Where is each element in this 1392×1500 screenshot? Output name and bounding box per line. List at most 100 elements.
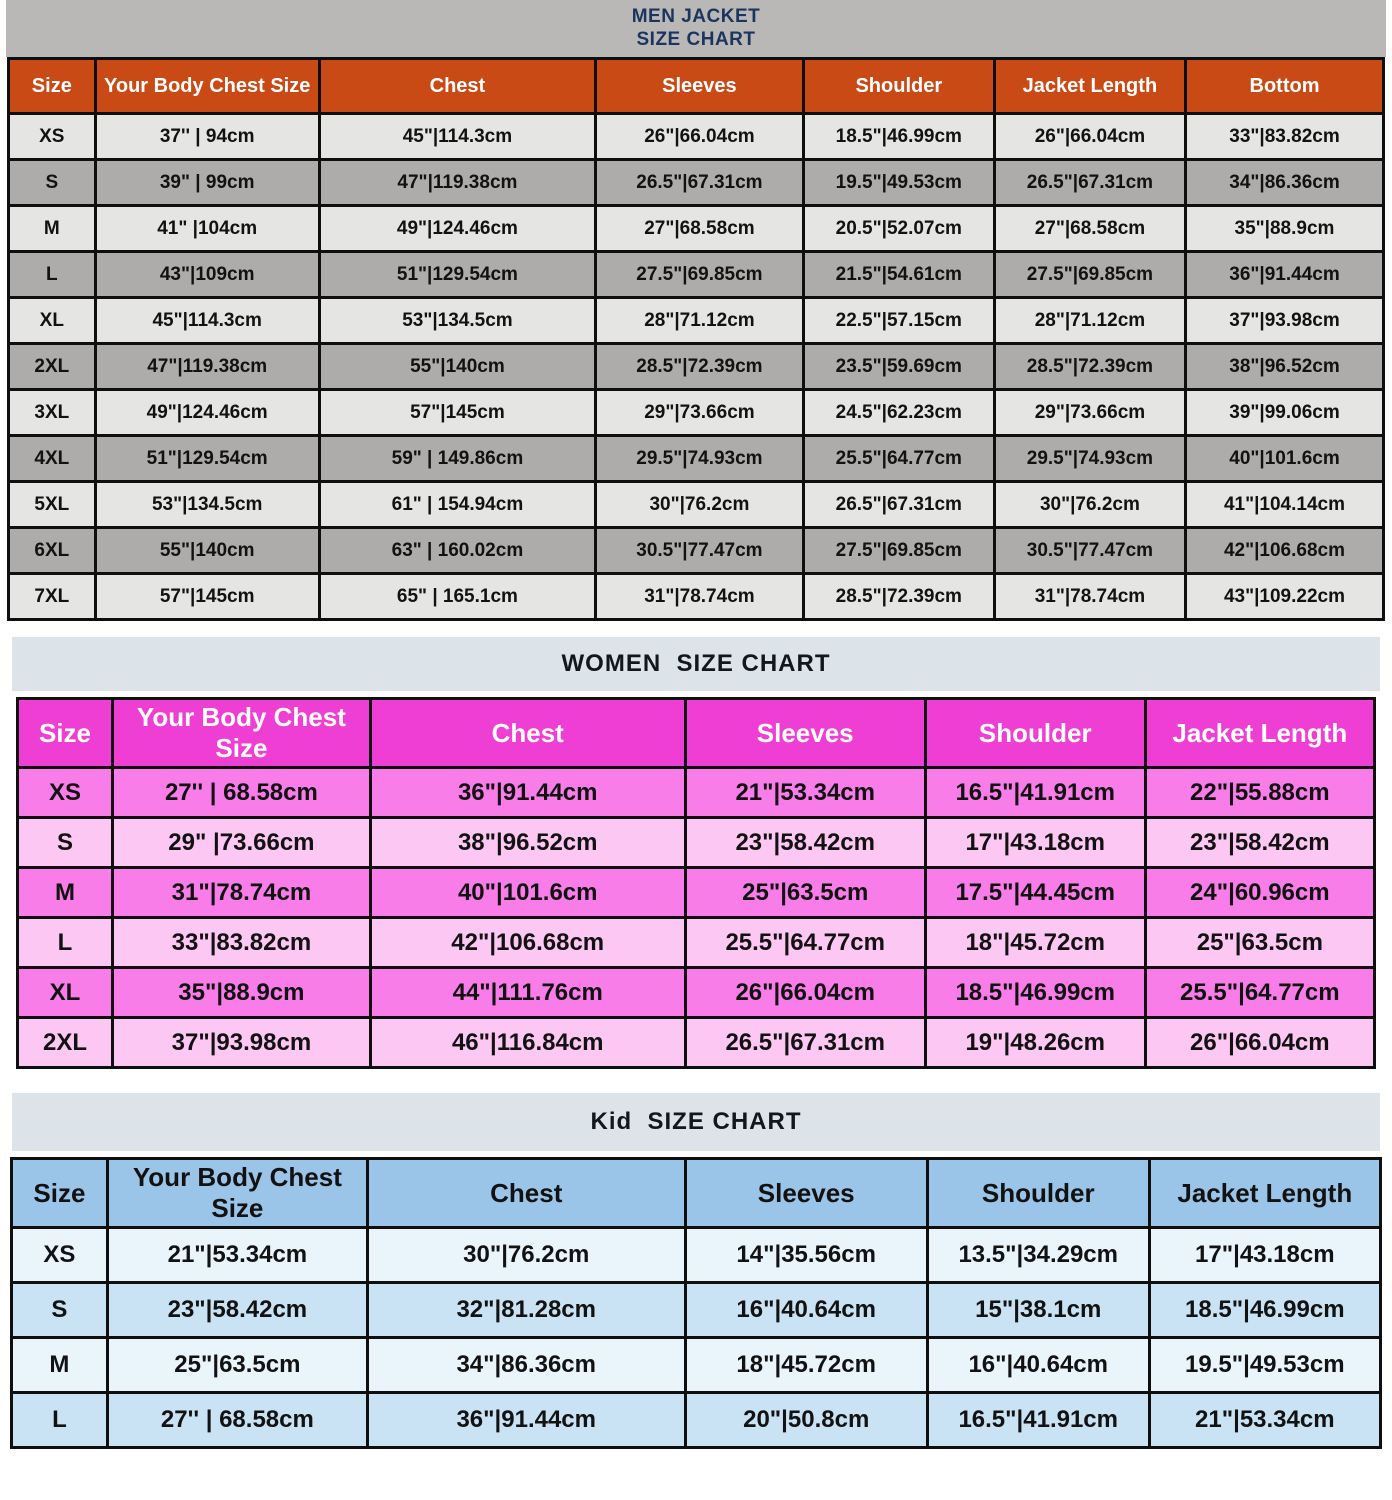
kid-chart-title-text: Kid SIZE CHART <box>590 1107 802 1135</box>
measurement-cell: 34"|86.36cm <box>365 1336 687 1394</box>
measurement-cell: 59" | 149.86cm <box>317 434 598 483</box>
measurement-cell: 19.5"|49.53cm <box>1147 1336 1383 1394</box>
size-label: L <box>7 250 97 299</box>
measurement-cell: 27.5"|69.85cm <box>594 250 805 299</box>
measurement-cell: 57"|145cm <box>93 572 321 621</box>
men-chart-title-line2: SIZE CHART <box>636 28 756 50</box>
measurement-cell: 41"|104.14cm <box>1183 480 1386 529</box>
measurement-cell: 30"|76.2cm <box>992 480 1187 529</box>
measurement-cell: 32"|81.28cm <box>365 1281 687 1339</box>
measurement-cell: 17"|43.18cm <box>923 816 1147 869</box>
table-row: XL 35"|88.9cm 44"|111.76cm 26"|66.04cm 18.5"… <box>16 966 1377 1019</box>
column-header: Jacket Length <box>1143 697 1377 769</box>
header-row: Size Your Body Chest Size Chest Sleeves Shou… <box>7 57 1386 115</box>
measurement-cell: 15"|38.1cm <box>925 1281 1151 1339</box>
table-row: 5XL 53"|134.5cm 61" | 154.94cm 30"|76.2cm 26… <box>7 480 1386 529</box>
measurement-cell: 45"|114.3cm <box>93 296 321 345</box>
measurement-cell: 26"|66.04cm <box>683 966 927 1019</box>
measurement-cell: 35"|88.9cm <box>110 966 372 1019</box>
measurement-cell: 25"|63.5cm <box>105 1336 369 1394</box>
measurement-cell: 26"|66.04cm <box>1143 1016 1377 1069</box>
measurement-cell: 19"|48.26cm <box>923 1016 1147 1069</box>
size-label: 2XL <box>16 1016 114 1069</box>
measurement-cell: 55"|140cm <box>317 342 598 391</box>
measurement-cell: 27"|68.58cm <box>992 204 1187 253</box>
table-row: M 25"|63.5cm 34"|86.36cm 18"|45.72cm 16"|40.… <box>10 1336 1383 1394</box>
measurement-cell: 43"|109cm <box>93 250 321 299</box>
table-row: L 43"|109cm 51"|129.54cm 27.5"|69.85cm 21.5"… <box>7 250 1386 299</box>
measurement-cell: 65" | 165.1cm <box>317 572 598 621</box>
column-header: Size <box>7 57 97 115</box>
table-row: L 33"|83.82cm 42"|106.68cm 25.5"|64.77cm 18"… <box>16 916 1377 969</box>
measurement-cell: 31"|78.74cm <box>594 572 805 621</box>
measurement-cell: 23.5"|59.69cm <box>801 342 996 391</box>
measurement-cell: 26"|66.04cm <box>992 112 1187 161</box>
measurement-cell: 16.5"|41.91cm <box>925 1391 1151 1449</box>
size-label: 6XL <box>7 526 97 575</box>
measurement-cell: 29.5"|74.93cm <box>992 434 1187 483</box>
measurement-cell: 31"|78.74cm <box>110 866 372 919</box>
measurement-cell: 23"|58.42cm <box>105 1281 369 1339</box>
measurement-cell: 23"|58.42cm <box>1143 816 1377 869</box>
measurement-cell: 30"|76.2cm <box>594 480 805 529</box>
measurement-cell: 30"|76.2cm <box>365 1226 687 1284</box>
measurement-cell: 27.5"|69.85cm <box>992 250 1187 299</box>
column-header: Jacket Length <box>1147 1157 1383 1229</box>
column-header: Shoulder <box>925 1157 1151 1229</box>
table-row: M 41" |104cm 49"|124.46cm 27"|68.58cm 20.5"|… <box>7 204 1386 253</box>
measurement-cell: 42"|106.68cm <box>368 916 687 969</box>
women-size-table: Size Your Body Chest Size Chest Sleeves Shou… <box>16 697 1377 1069</box>
size-label: M <box>16 866 114 919</box>
measurement-cell: 33"|83.82cm <box>110 916 372 969</box>
measurement-cell: 28"|71.12cm <box>594 296 805 345</box>
table-row: XL 45"|114.3cm 53"|134.5cm 28"|71.12cm 22.5"… <box>7 296 1386 345</box>
measurement-cell: 61" | 154.94cm <box>317 480 598 529</box>
measurement-cell: 16"|40.64cm <box>683 1281 929 1339</box>
measurement-cell: 27"|68.58cm <box>594 204 805 253</box>
measurement-cell: 41" |104cm <box>93 204 321 253</box>
measurement-cell: 27'' | 68.58cm <box>110 766 372 819</box>
measurement-cell: 22"|55.88cm <box>1143 766 1377 819</box>
measurement-cell: 24.5"|62.23cm <box>801 388 996 437</box>
measurement-cell: 30.5"|77.47cm <box>594 526 805 575</box>
measurement-cell: 29"|73.66cm <box>992 388 1187 437</box>
measurement-cell: 38"|96.52cm <box>368 816 687 869</box>
measurement-cell: 42"|106.68cm <box>1183 526 1386 575</box>
measurement-cell: 28.5"|72.39cm <box>801 572 996 621</box>
measurement-cell: 28.5"|72.39cm <box>594 342 805 391</box>
measurement-cell: 28.5"|72.39cm <box>992 342 1187 391</box>
measurement-cell: 25"|63.5cm <box>683 866 927 919</box>
table-row: XS 27'' | 68.58cm 36"|91.44cm 21"|53.34cm 16… <box>16 766 1377 819</box>
table-row: S 23"|58.42cm 32"|81.28cm 16"|40.64cm 15"|38… <box>10 1281 1383 1339</box>
measurement-cell: 19.5"|49.53cm <box>801 158 996 207</box>
measurement-cell: 40"|101.6cm <box>368 866 687 919</box>
table-row: 6XL 55"|140cm 63" | 160.02cm 30.5"|77.47cm 2… <box>7 526 1386 575</box>
size-label: 3XL <box>7 388 97 437</box>
measurement-cell: 28"|71.12cm <box>992 296 1187 345</box>
column-header: Jacket Length <box>992 57 1187 115</box>
measurement-cell: 17"|43.18cm <box>1147 1226 1383 1284</box>
men-size-table: Size Your Body Chest Size Chest Sleeves Shou… <box>7 57 1386 621</box>
column-header: Chest <box>365 1157 687 1229</box>
column-header: Shoulder <box>923 697 1147 769</box>
measurement-cell: 36"|91.44cm <box>1183 250 1386 299</box>
measurement-cell: 16.5"|41.91cm <box>923 766 1147 819</box>
measurement-cell: 26.5"|67.31cm <box>992 158 1187 207</box>
measurement-cell: 46"|116.84cm <box>368 1016 687 1069</box>
measurement-cell: 26.5"|67.31cm <box>801 480 996 529</box>
size-label: M <box>10 1336 109 1394</box>
size-label: S <box>10 1281 109 1339</box>
measurement-cell: 51"|129.54cm <box>317 250 598 299</box>
measurement-cell: 38"|96.52cm <box>1183 342 1386 391</box>
size-label: XL <box>7 296 97 345</box>
column-header: Bottom <box>1183 57 1386 115</box>
measurement-cell: 23"|58.42cm <box>683 816 927 869</box>
column-header: Shoulder <box>801 57 996 115</box>
measurement-cell: 24"|60.96cm <box>1143 866 1377 919</box>
measurement-cell: 33"|83.82cm <box>1183 112 1386 161</box>
measurement-cell: 49"|124.46cm <box>317 204 598 253</box>
measurement-cell: 21"|53.34cm <box>683 766 927 819</box>
measurement-cell: 27'' | 68.58cm <box>105 1391 369 1449</box>
measurement-cell: 57"|145cm <box>317 388 598 437</box>
column-header: Your Body Chest Size <box>93 57 321 115</box>
